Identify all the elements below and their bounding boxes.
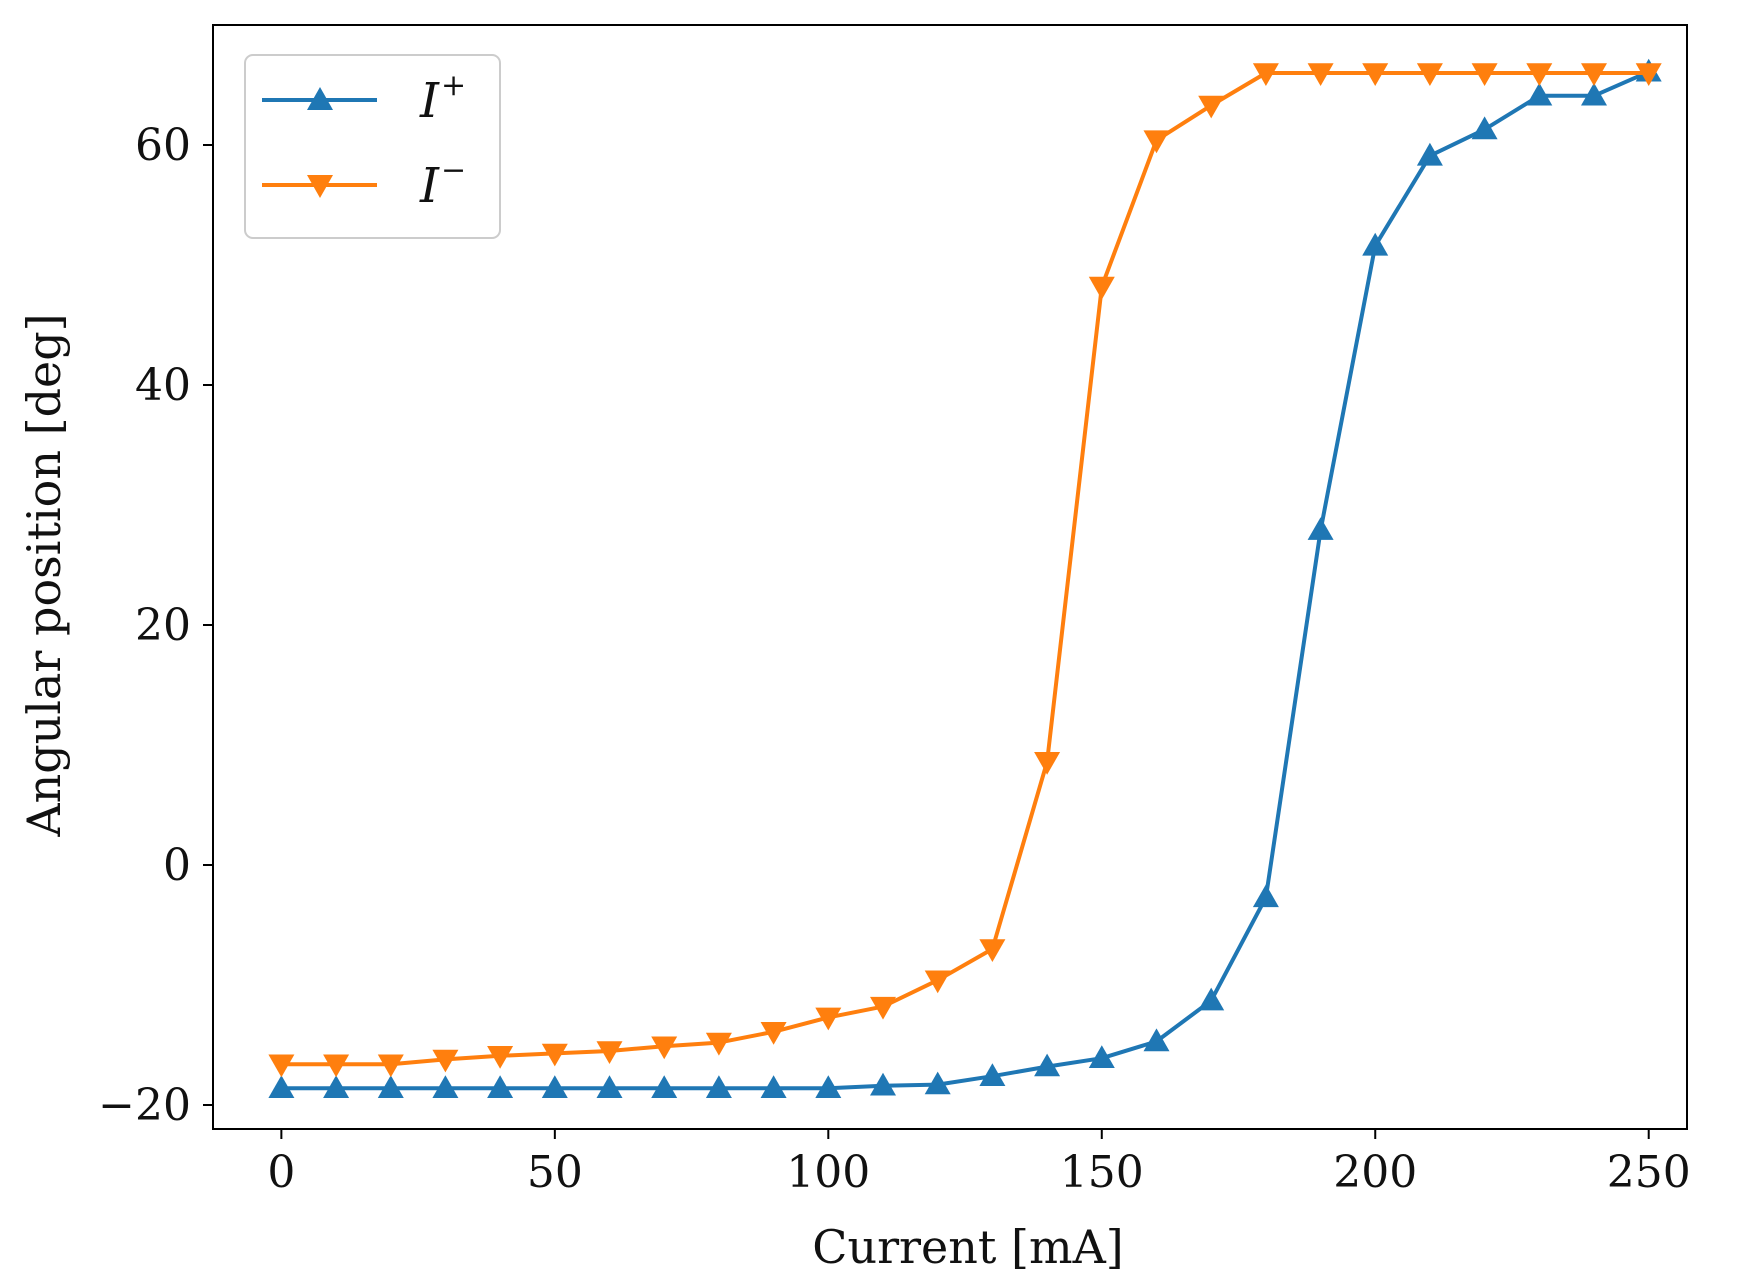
data-point-i-plus — [1198, 987, 1225, 1011]
data-point-i-minus — [815, 1007, 842, 1031]
data-point-i-minus — [651, 1036, 678, 1060]
legend-entry-i-minus: I− — [262, 153, 466, 214]
data-point-i-minus — [432, 1049, 459, 1073]
data-point-i-plus — [1581, 82, 1607, 106]
x-tick-label: 100 — [786, 1147, 870, 1198]
data-point-i-minus — [760, 1022, 787, 1045]
y-tick-label: −20 — [98, 1080, 191, 1131]
plot-area-frame — [212, 24, 1688, 1130]
data-point-i-minus — [1581, 63, 1607, 86]
data-point-i-minus — [979, 939, 1006, 962]
legend-marker-i-minus — [307, 175, 333, 198]
data-point-i-minus — [870, 996, 896, 1020]
data-point-i-plus — [596, 1075, 623, 1098]
y-tick-label: 40 — [135, 360, 191, 411]
data-point-i-minus — [1526, 63, 1553, 86]
data-point-i-plus — [1088, 1045, 1115, 1068]
y-tick-label: 0 — [163, 840, 191, 891]
x-axis-label: Current [mA] — [812, 1220, 1124, 1274]
x-tick-label: 200 — [1333, 1147, 1417, 1198]
data-point-i-plus — [487, 1075, 514, 1098]
series-line-i-minus — [279, 71, 1651, 1067]
data-point-i-plus — [1416, 142, 1443, 166]
data-point-i-minus — [487, 1046, 514, 1069]
y-axis-ticks: −20 0 20 40 60 — [98, 120, 213, 1131]
data-point-i-plus — [432, 1075, 459, 1098]
data-point-i-plus — [377, 1075, 404, 1098]
legend-label-i-minus: I− — [419, 153, 466, 214]
data-point-i-minus — [924, 970, 951, 994]
series-line-i-plus — [279, 69, 1651, 1091]
data-point-i-plus — [323, 1075, 350, 1098]
legend-label-i-plus: I+ — [419, 68, 466, 129]
x-tick-label: 150 — [1060, 1147, 1144, 1198]
legend-marker-i-plus — [307, 87, 333, 110]
data-point-i-plus — [705, 1075, 732, 1098]
data-point-i-plus — [1307, 517, 1334, 540]
data-point-i-minus — [705, 1032, 732, 1056]
data-point-i-minus — [1088, 276, 1115, 300]
data-point-i-minus — [1198, 95, 1225, 119]
data-point-i-plus — [979, 1063, 1006, 1086]
data-point-i-minus — [1143, 130, 1170, 154]
legend: I+ I− — [244, 54, 501, 239]
x-tick-label: 0 — [267, 1147, 295, 1198]
data-point-i-plus — [541, 1075, 568, 1098]
data-point-i-plus — [1252, 884, 1279, 908]
data-point-i-plus — [1526, 82, 1553, 106]
data-point-i-plus — [651, 1075, 678, 1098]
y-axis-label: Angular position [deg] — [17, 313, 71, 837]
y-tick-label: 20 — [135, 600, 191, 651]
data-point-i-plus — [1034, 1053, 1061, 1077]
series-layer — [268, 58, 1662, 1098]
data-point-i-minus — [1252, 63, 1279, 86]
x-axis-ticks: 0 50 100 150 200 250 — [267, 1129, 1691, 1198]
data-point-i-plus — [924, 1071, 951, 1095]
data-point-i-minus — [268, 1054, 295, 1078]
data-point-i-minus — [596, 1041, 623, 1064]
data-point-i-plus — [1143, 1028, 1170, 1052]
y-tick-label: 60 — [135, 120, 191, 171]
legend-entry-i-plus: I+ — [262, 68, 466, 129]
data-point-i-minus — [323, 1054, 350, 1078]
data-point-i-minus — [377, 1054, 404, 1078]
x-tick-label: 50 — [527, 1147, 583, 1198]
data-point-i-minus — [1635, 63, 1662, 86]
data-point-i-plus — [815, 1075, 842, 1098]
data-point-i-minus — [1034, 752, 1061, 775]
data-point-i-plus — [760, 1075, 787, 1098]
data-point-i-plus — [268, 1075, 295, 1098]
data-point-i-minus — [1307, 63, 1334, 86]
data-point-i-plus — [1471, 116, 1498, 140]
data-point-i-plus — [870, 1072, 896, 1096]
data-point-i-minus — [1416, 63, 1443, 86]
x-tick-label: 250 — [1607, 1147, 1691, 1198]
data-point-i-minus — [1362, 63, 1389, 86]
data-point-i-plus — [1362, 232, 1389, 256]
data-point-i-minus — [541, 1043, 568, 1067]
data-point-i-minus — [1471, 63, 1498, 86]
